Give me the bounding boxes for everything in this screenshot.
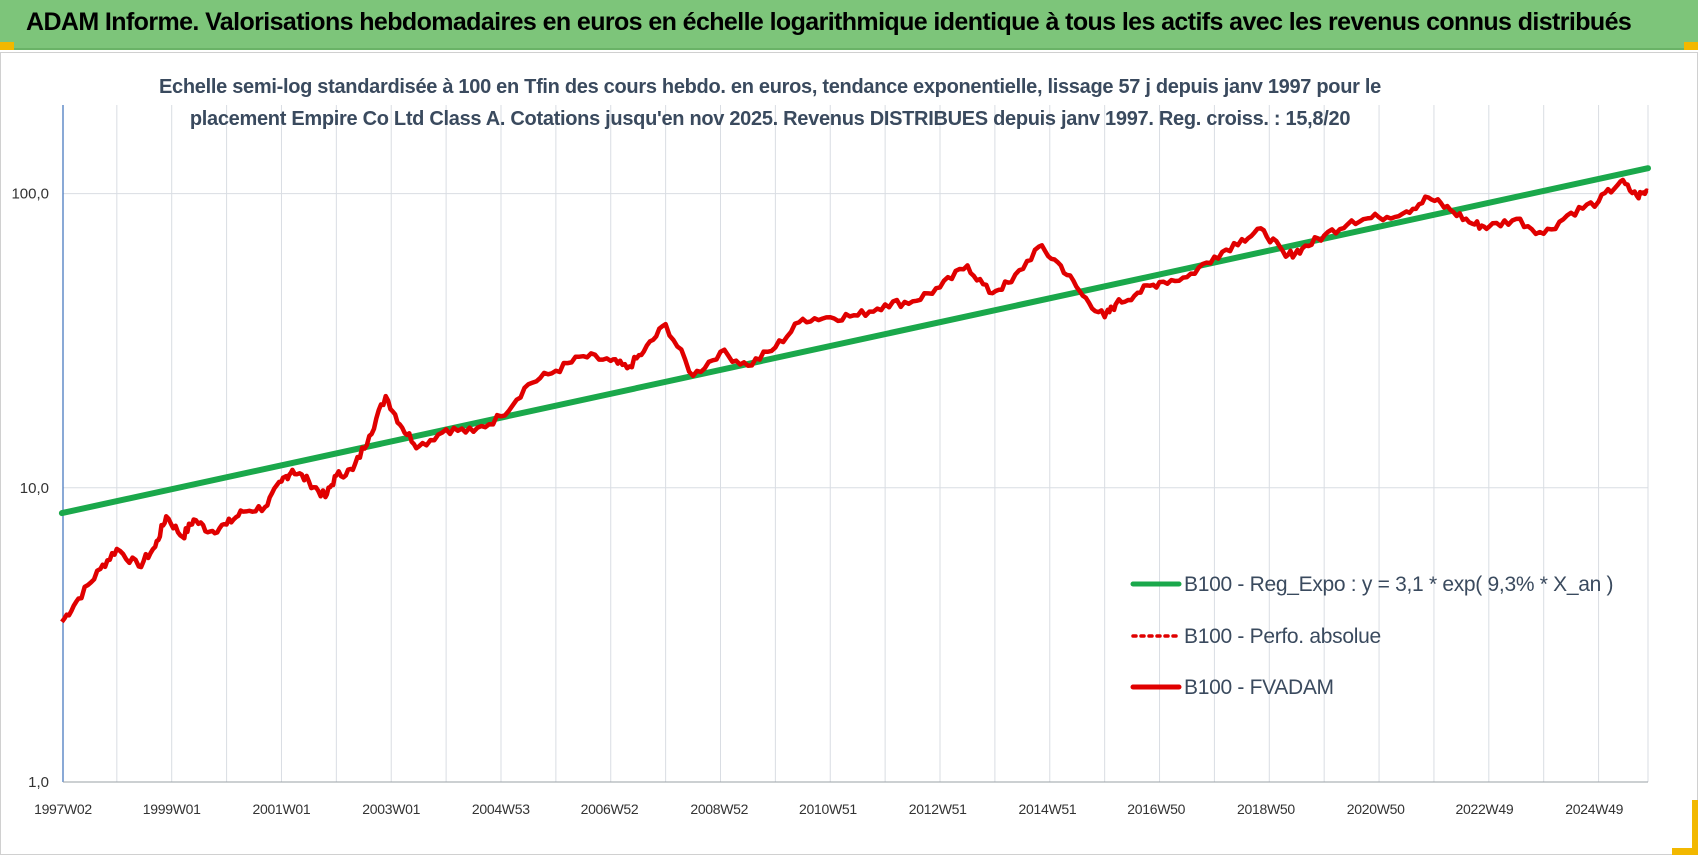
grid-lines [63,105,1649,783]
x-tick-label: 2010W51 [799,801,857,817]
x-tick-label: 2001W01 [253,801,311,817]
legend-label-regression: B100 - Reg_Expo : y = 3,1 * exp( 9,3% * … [1184,573,1613,596]
x-tick-label: 1997W02 [34,801,92,817]
fvadam-line [60,177,1649,624]
chart-title-line-2: placement Empire Co Ltd Class A. Cotatio… [189,108,1351,130]
corner-mark-bottom-right-2 [1672,848,1698,855]
x-tick-label: 2024W49 [1565,801,1623,817]
legend-label-perfo: B100 - Perfo. absolue [1184,625,1381,648]
corner-mark-bottom-right [1692,800,1698,855]
legend-label-fvadam: B100 - FVADAM [1184,676,1334,699]
x-tick-label: 2022W49 [1455,801,1513,817]
x-tick-label: 2014W51 [1019,801,1077,817]
x-tick-label: 2018W50 [1237,801,1295,817]
chart-title-line-1: Echelle semi-log standardisée à 100 en T… [159,76,1381,98]
axes: 1,0 10,0 100,0 1997W02 1999W01 2001W01 2003W01… [11,105,1648,817]
series-lines [58,165,1651,624]
legend: B100 - Reg_Expo : y = 3,1 * exp( 9,3% * … [1130,573,1614,699]
x-tick-label: 2008W52 [690,801,748,817]
corner-mark-top-left [0,42,14,50]
x-tick-label: 2016W50 [1127,801,1185,817]
header-banner: ADAM Informe. Valorisations hebdomadaire… [0,0,1698,50]
x-tick-label: 2012W51 [909,801,967,817]
y-tick-label: 1,0 [28,774,49,791]
x-tick-label: 2006W52 [581,801,639,817]
y-tick-label: 100,0 [11,186,49,203]
x-tick-label: 2003W01 [362,801,420,817]
regression-line [58,165,1651,517]
y-tick-label: 10,0 [20,480,49,497]
header-title: ADAM Informe. Valorisations hebdomadaire… [26,8,1632,36]
x-tick-label: 2004W53 [472,801,530,817]
x-tick-label: 1999W01 [143,801,201,817]
corner-mark-top-right [1684,42,1698,50]
x-tick-label: 2020W50 [1347,801,1405,817]
